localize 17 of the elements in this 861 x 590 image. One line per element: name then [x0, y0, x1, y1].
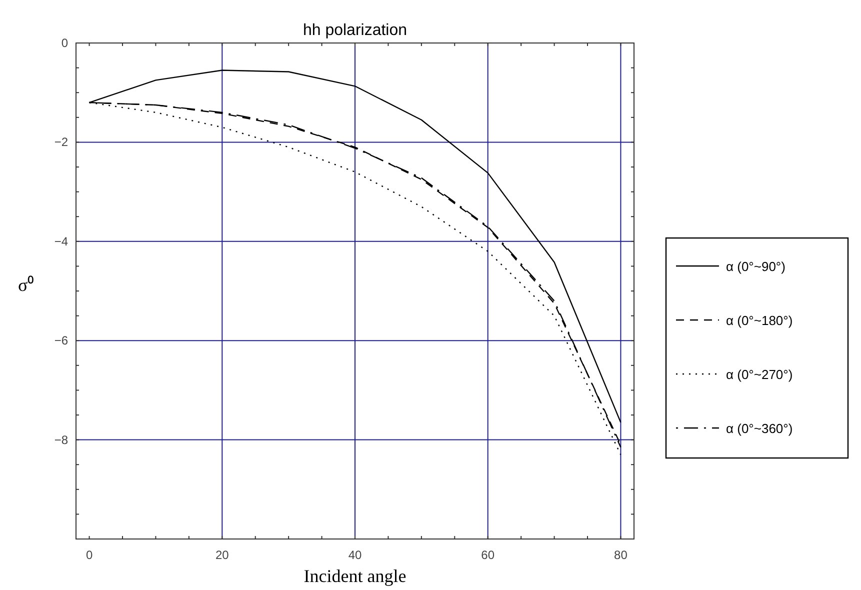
x-tick-label: 0 [86, 548, 93, 562]
x-tick-label: 40 [348, 548, 362, 562]
y-tick-label: 0 [61, 36, 68, 50]
x-tick-label: 80 [614, 548, 628, 562]
y-tick-label: −2 [54, 135, 68, 150]
legend-label: α (0°~360°) [726, 421, 793, 436]
legend-label: α (0°~270°) [726, 367, 793, 382]
x-axis-title: Incident angle [304, 566, 406, 586]
x-tick-label: 60 [481, 548, 495, 562]
y-tick-label: −6 [54, 334, 68, 348]
legend-label: α (0°~180°) [726, 313, 793, 328]
y-axis-title: σ⁰ [18, 275, 34, 295]
legend-label: α (0°~90°) [726, 259, 786, 274]
chart-title: hh polarization [302, 22, 408, 39]
y-tick-label: −4 [54, 234, 68, 248]
x-tick-label: 20 [215, 548, 230, 562]
y-tick-label: −8 [54, 432, 68, 447]
